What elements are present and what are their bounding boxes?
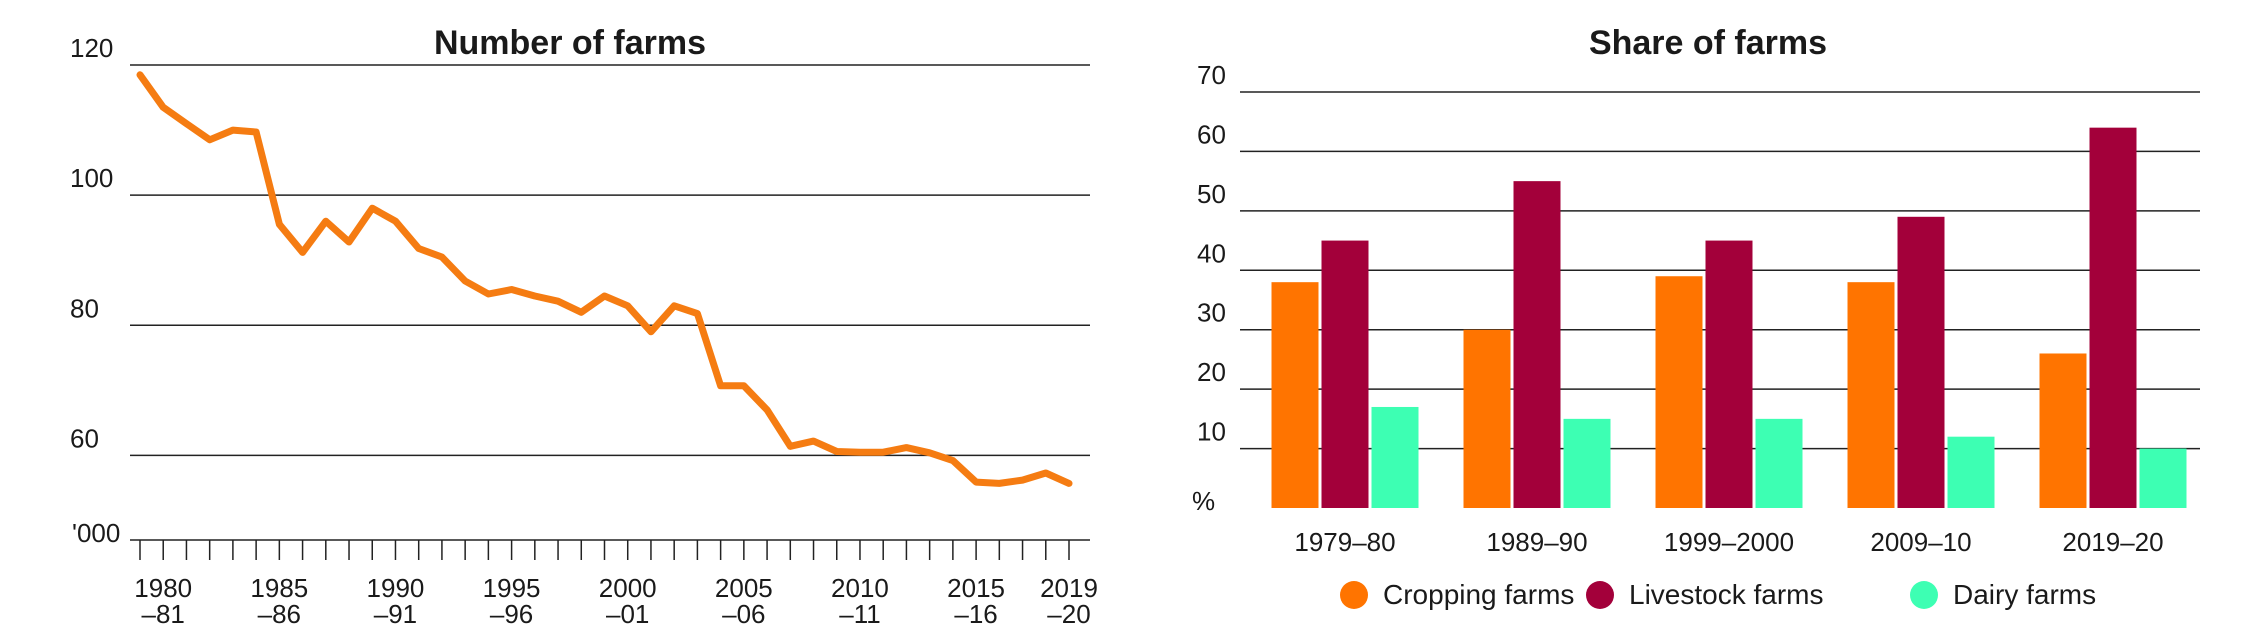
bars [1271, 127, 2187, 509]
x-axis: 1979–80 1989–90 1999–2000 2009–10 2019–20 [1294, 527, 2163, 557]
gridlines [130, 64, 1090, 457]
x-tick-label: 1979–80 [1294, 527, 1395, 557]
y-tick-label: 30 [1197, 298, 1226, 328]
y-tick-label: 50 [1197, 179, 1226, 209]
x-tick-label: 2009–10 [1870, 527, 1971, 557]
legend: Cropping farms Livestock farms Dairy farms [1340, 579, 2096, 610]
legend-swatch [1586, 581, 1614, 609]
x-tick-label: 1995 [483, 573, 541, 603]
y-axis-unit-label: % [1192, 486, 1215, 516]
x-tick-label: 2019 [1040, 573, 1098, 603]
x-tick-label: –20 [1047, 599, 1090, 629]
x-tick-label: –01 [606, 599, 649, 629]
y-tick-label: 70 [1197, 60, 1226, 90]
bar [1563, 418, 1611, 508]
legend-swatch [1340, 581, 1368, 609]
y-axis-unit-label: '000 [72, 518, 120, 548]
legend-label: Cropping farms [1383, 579, 1574, 610]
bar [1847, 282, 1895, 508]
x-tick-label: –06 [722, 599, 765, 629]
bar [1655, 276, 1703, 508]
legend-label: Dairy farms [1953, 579, 2096, 610]
bar [1463, 329, 1511, 508]
bar [1705, 240, 1753, 509]
x-tick-label: 1989–90 [1486, 527, 1587, 557]
y-tick-label: 120 [70, 33, 113, 63]
legend-swatch [1910, 581, 1938, 609]
y-axis: 120 100 80 60 [70, 33, 113, 453]
y-tick-label: 20 [1197, 357, 1226, 387]
y-tick-label: 60 [70, 423, 99, 453]
x-tick-label: –81 [142, 599, 185, 629]
x-tick-label: 1999–2000 [1664, 527, 1794, 557]
bar [1897, 216, 1945, 509]
bar [1755, 418, 1803, 508]
y-axis: 10 20 30 40 50 60 70 [1197, 60, 1226, 447]
x-tick-label: 1980 [134, 573, 192, 603]
x-tick-label: 2005 [715, 573, 773, 603]
line-chart-number-of-farms: Number of farms 120 100 80 60 '000 1980–81 1… [70, 24, 1098, 629]
x-tick-label: 2019–20 [2062, 527, 2163, 557]
series-line [136, 71, 1073, 487]
x-tick-label: 2000 [599, 573, 657, 603]
x-tick-label: –86 [258, 599, 301, 629]
bar [2039, 353, 2087, 508]
bar [2139, 448, 2187, 508]
chart-title: Share of farms [1589, 24, 1827, 62]
x-tick-label: 1990 [367, 573, 425, 603]
bar [1271, 282, 1319, 508]
x-tick-label: –91 [374, 599, 417, 629]
y-tick-label: 80 [70, 293, 99, 323]
chart-title: Number of farms [434, 24, 706, 62]
y-tick-label: 10 [1197, 417, 1226, 447]
legend-label: Livestock farms [1629, 579, 1824, 610]
x-tick-label: –96 [490, 599, 533, 629]
x-tick-label: –11 [839, 599, 880, 629]
bar [1947, 436, 1995, 508]
x-tick-label: 2015 [947, 573, 1005, 603]
y-tick-label: 40 [1197, 238, 1226, 268]
series-number-of-farms [136, 71, 1073, 487]
bar [1371, 406, 1419, 508]
x-tick-label: –16 [954, 599, 997, 629]
x-axis: 1980–811985–861990–911995–962000–012005–… [130, 539, 1098, 629]
y-tick-label: 60 [1197, 119, 1226, 149]
x-tick-label: 2010 [831, 573, 889, 603]
bar [1321, 240, 1369, 509]
y-tick-label: 100 [70, 163, 113, 193]
bar [2089, 127, 2137, 509]
x-tick-label: 1985 [250, 573, 308, 603]
bar [1513, 181, 1561, 508]
